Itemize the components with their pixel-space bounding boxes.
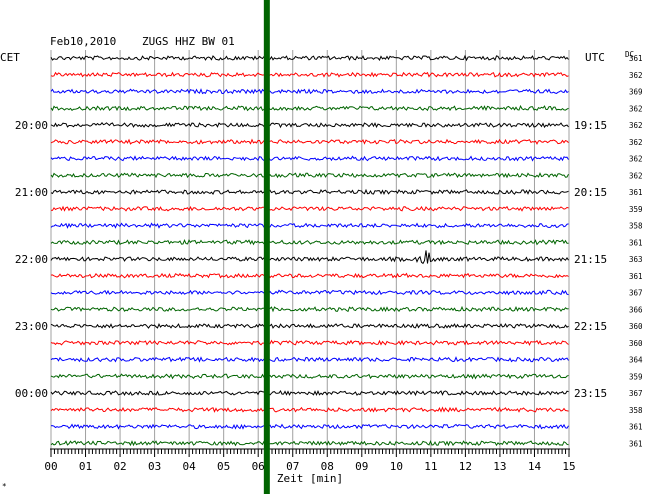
trace-row-7 [50,172,569,179]
x-tick-label-03: 03 [148,460,161,473]
trace-row-2 [50,88,569,95]
dc-value: 359 [629,205,643,214]
time-marker-bar [263,0,270,494]
left-hour-label: 00:00 [15,387,48,400]
trace-row-16 [50,322,569,329]
trace-row-13 [50,272,569,279]
minute-gridlines [50,50,570,449]
dc-value: 367 [629,289,643,298]
dc-value: 364 [629,356,643,365]
left-hour-label: 23:00 [15,320,48,333]
dc-value: 360 [629,322,643,331]
right-hour-label: 23:15 [574,387,607,400]
trace-row-19 [50,373,569,380]
trace-row-4 [50,122,569,129]
trace-row-12 [50,250,569,265]
trace-row-18 [50,356,569,363]
trace-row-9 [50,205,569,212]
dc-value: 361 [629,272,643,281]
footer-mark: * [2,482,7,491]
dc-value: 361 [629,423,643,432]
dc-value: 362 [629,121,643,130]
trace-row-20 [50,390,569,397]
x-tick-label-01: 01 [79,460,92,473]
dc-value: 362 [629,104,643,113]
chart-date: Feb10,2010 [50,35,116,48]
trace-row-5 [50,138,569,145]
x-tick-label-09: 09 [355,460,368,473]
x-tick-label-11: 11 [424,460,437,473]
chart-station: ZUGS HHZ BW 01 [142,35,235,48]
trace-row-21 [50,406,569,413]
trace-row-10 [50,222,569,229]
dc-value: 362 [629,71,643,80]
x-tick-label-02: 02 [113,460,126,473]
dc-value: 358 [629,406,643,415]
right-hour-label: 19:15 [574,119,607,132]
hour-labels: 20:00 21:00 22:00 23:00 00:00 19:15 20:15 21:15… [15,119,607,400]
trace-row-6 [50,155,569,162]
x-tick-label-04: 04 [183,460,197,473]
x-axis-title: Zeit [min] [277,472,343,485]
left-hour-label: 20:00 [15,119,48,132]
dc-value: 362 [629,138,643,147]
dc-value: 361 [629,238,643,247]
left-timezone-label: CET [0,51,20,64]
right-hour-label: 20:15 [574,186,607,199]
x-tick-label-15: 15 [562,460,575,473]
right-hour-label: 21:15 [574,253,607,266]
traces-layer [50,54,569,447]
dc-value: 359 [629,372,643,381]
x-tick-label-06: 06 [252,460,265,473]
x-axis: 00 01 02 03 04 05 06 07 08 09 10 11 12 13 14 15 [44,448,576,473]
dc-values: 361 362 369 362 362 362 362 362 361 359 358 361 363 3… [629,54,643,448]
trace-row-23 [50,439,569,447]
dc-value: 363 [629,255,643,264]
x-tick-label-10: 10 [390,460,403,473]
dc-header-label: DC [625,50,634,59]
trace-row-0 [50,54,569,62]
dc-value: 361 [629,54,643,63]
x-tick-label-13: 13 [493,460,506,473]
dc-value: 369 [629,88,643,97]
trace-row-17 [50,339,569,346]
dc-value: 360 [629,339,643,348]
trace-row-3 [50,104,569,112]
dc-value: 366 [629,305,643,314]
trace-row-22 [50,423,569,430]
right-timezone-label: UTC [585,51,605,64]
right-hour-label: 22:15 [574,320,607,333]
dc-value: 362 [629,171,643,180]
time-marker [263,0,270,494]
x-tick-label-00: 00 [44,460,57,473]
x-tick-label-05: 05 [217,460,230,473]
left-hour-label: 22:00 [15,253,48,266]
dc-value: 367 [629,389,643,398]
dc-value: 358 [629,222,643,231]
dc-value: 362 [629,155,643,164]
x-tick-label-12: 12 [459,460,472,473]
trace-row-8 [50,188,569,196]
left-hour-label: 21:00 [15,186,48,199]
x-tick-label-14: 14 [528,460,542,473]
trace-row-11 [50,239,569,246]
x-tick-label-08: 08 [321,460,334,473]
trace-row-14 [50,289,569,296]
trace-row-1 [50,71,569,78]
dc-value: 361 [629,188,643,197]
x-tick-label-07: 07 [286,460,299,473]
trace-row-15 [50,305,569,313]
dc-value: 361 [629,439,643,448]
